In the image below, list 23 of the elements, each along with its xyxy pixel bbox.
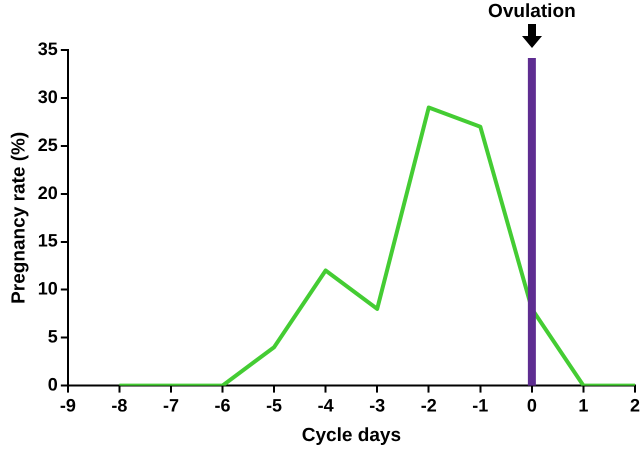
x-tick-label: 1 xyxy=(578,395,588,416)
x-tick-label: 2 xyxy=(630,395,640,416)
x-tick-label: -1 xyxy=(472,395,488,416)
y-tick-label: 10 xyxy=(38,278,58,299)
x-tick-label: -6 xyxy=(214,395,231,416)
x-tick-label: -2 xyxy=(420,395,437,416)
y-tick-label: 20 xyxy=(38,182,58,203)
y-tick-label: 35 xyxy=(38,38,58,59)
x-tick-label: -8 xyxy=(111,395,128,416)
x-tick-label: -4 xyxy=(318,395,334,416)
x-tick-label: -3 xyxy=(369,395,386,416)
x-tick-label: -9 xyxy=(60,395,76,416)
x-tick-label: -7 xyxy=(162,395,179,416)
y-tick-label: 0 xyxy=(48,374,58,395)
y-tick-label: 25 xyxy=(38,134,58,155)
y-tick-label: 5 xyxy=(48,326,58,347)
x-axis-title: Cycle days xyxy=(302,424,402,446)
y-tick-label: 15 xyxy=(38,230,58,251)
ref-line-label: Ovulation xyxy=(488,1,576,22)
x-tick-label: -5 xyxy=(266,395,282,416)
y-axis-title: Pregnancy rate (%) xyxy=(8,132,30,304)
x-tick-label: 0 xyxy=(526,395,537,416)
y-tick-label: 30 xyxy=(38,86,58,107)
